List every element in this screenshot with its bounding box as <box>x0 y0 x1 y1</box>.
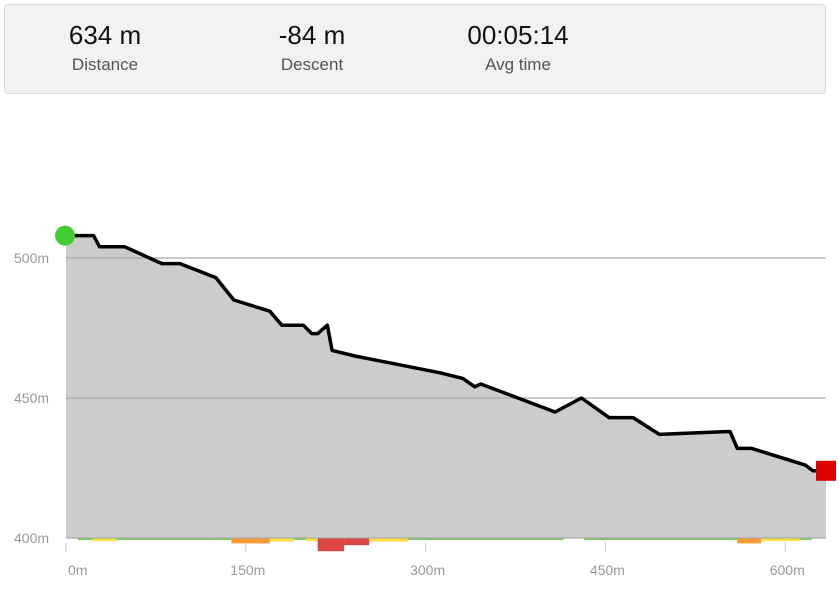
y-tick-label: 400m <box>14 530 49 546</box>
stat-descent-value: -84 m <box>278 20 346 50</box>
slope-band <box>437 538 480 540</box>
stat-avg-time: 00:05:14 Avg time <box>433 19 603 75</box>
elevation-area <box>66 235 826 538</box>
slope-band <box>369 538 408 542</box>
slope-band <box>799 538 812 540</box>
slope-band <box>231 538 270 544</box>
slope-band <box>92 538 117 541</box>
slope-band <box>179 538 204 540</box>
y-tick-label: 500m <box>14 250 49 266</box>
end-marker <box>816 460 836 481</box>
x-tick-label: 0m <box>68 562 87 578</box>
x-tick-label: 300m <box>410 562 445 578</box>
slope-band <box>761 538 800 541</box>
slope-band <box>203 538 232 540</box>
slope-band <box>317 538 345 552</box>
slope-band <box>583 538 618 540</box>
stat-avg-time-value: 00:05:14 <box>467 20 569 50</box>
stat-distance-value: 634 m <box>68 20 142 50</box>
slope-band <box>407 538 438 540</box>
stat-distance: 634 m Distance <box>20 19 190 75</box>
slope-band <box>305 538 318 541</box>
slope-band <box>344 538 370 546</box>
slope-band <box>737 538 762 544</box>
slope-band <box>116 538 156 540</box>
slope-band <box>659 538 726 540</box>
elevation-line <box>64 233 828 473</box>
slope-band <box>479 538 516 540</box>
stat-descent: -84 m Descent <box>227 19 397 75</box>
start-marker <box>55 225 75 246</box>
stats-panel: 634 m Distance -84 m Descent 00:05:14 Av… <box>4 4 826 94</box>
slope-band <box>155 538 180 540</box>
stat-avg-time-label: Avg time <box>485 55 551 74</box>
slope-band <box>725 538 738 540</box>
x-tick-label: 600m <box>770 562 805 578</box>
slope-band <box>617 538 660 540</box>
slope-band <box>293 538 306 540</box>
slope-band <box>77 538 93 540</box>
stat-descent-label: Descent <box>280 55 344 74</box>
y-tick-label: 450m <box>14 390 49 406</box>
x-tick-label: 450m <box>590 562 625 578</box>
x-tick-label: 150m <box>230 562 265 578</box>
slope-band <box>515 538 564 540</box>
stat-distance-label: Distance <box>71 55 139 74</box>
slope-band <box>269 538 294 542</box>
